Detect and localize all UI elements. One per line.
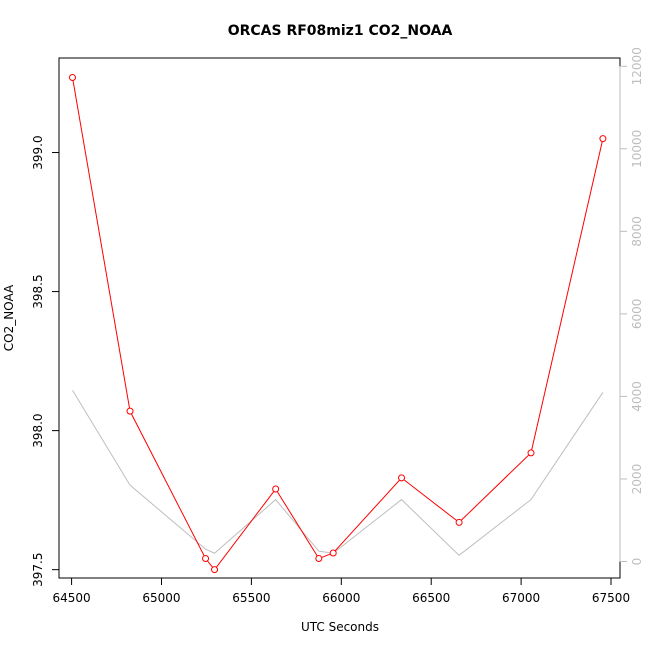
x-tick-label: 67500 [592,591,630,605]
y-axis-label: CO2_NOAA [2,284,16,351]
co2-data-point [527,449,535,457]
y-right-tick-label: 12000 [630,47,644,85]
x-tick-label: 65000 [142,591,180,605]
x-axis-label: UTC Seconds [301,620,379,634]
y-tick-label: 398.5 [31,274,45,308]
y-tick-label: 399.0 [31,135,45,169]
y-axis-right: 0 2000 4000 6000 8000 10000 12000 [619,47,644,566]
co2-data-point [315,555,323,563]
co2-data-point [211,566,219,574]
x-tick-label: 64500 [52,591,90,605]
y-right-tick-label: 0 [630,558,644,566]
co2-data-point [272,485,280,493]
y-right-tick-label: 2000 [630,464,644,495]
co2-data-point [455,518,463,526]
x-tick-label: 67000 [502,591,540,605]
x-tick-label: 66500 [412,591,450,605]
y-right-tick-label: 6000 [630,299,644,330]
y-right-tick-label: 4000 [630,381,644,412]
x-axis: 64500 65000 65500 66000 66500 67000 67500 [52,577,630,605]
y-tick-label: 397.5 [31,552,45,586]
co2-data-point [599,135,607,143]
y-axis-left: 397.5 398.0 398.5 399.0 [31,135,60,587]
x-tick-label: 65500 [232,591,270,605]
co2-series-line [71,77,604,571]
series-layer [68,73,607,574]
chart-title: ORCAS RF08miz1 CO2_NOAA [228,23,453,39]
co2-data-point [398,474,406,482]
co2-data-point [329,549,337,557]
y-right-tick-label: 10000 [630,130,644,168]
y-right-tick-label: 8000 [630,216,644,247]
x-tick-label: 66000 [322,591,360,605]
plot-area-frame [58,57,621,579]
co2-data-point [202,555,210,563]
y-tick-label: 398.0 [31,413,45,447]
co2-data-point [68,73,76,81]
co2-data-point [126,407,134,415]
secondary-series-line [72,389,604,556]
